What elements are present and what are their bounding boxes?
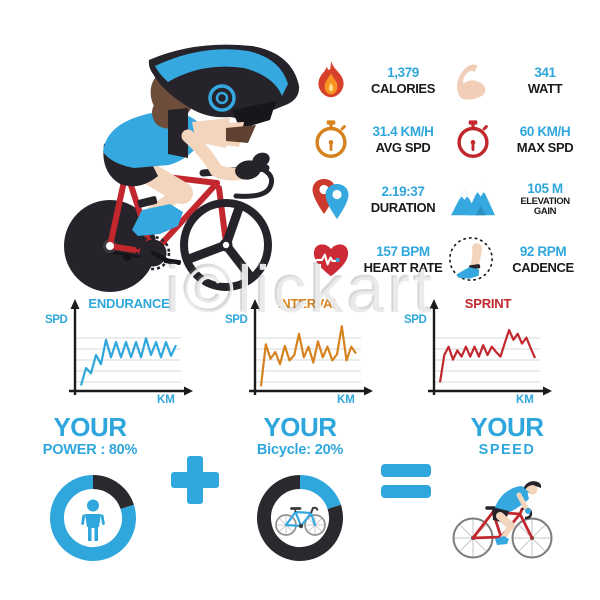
bicycle-subtitle: Bicycle: 20% [256, 442, 344, 458]
stat-label: CALORIES [371, 80, 435, 96]
stopwatch-orange-icon [306, 114, 356, 164]
chart-title: SPRINT [464, 296, 512, 311]
chart-sprint: SPD SPRINT KM [404, 294, 562, 412]
stat-watt: 341 WATT [448, 54, 592, 106]
stat-heart-rate: 157 BPM HEART RATE [306, 233, 450, 285]
stat-label: HEART RATE [363, 259, 443, 275]
bicycle-donut-chart [257, 475, 343, 561]
stat-value: 341 [534, 64, 556, 80]
chart-title: ENDURANCE [88, 296, 170, 311]
stat-label: AVG SPD [375, 139, 431, 155]
chart-x-axis-label: KM [337, 394, 355, 406]
leg-icon [446, 234, 496, 284]
chart-y-axis-label: SPD [45, 314, 68, 326]
stat-label: ELEVATION GAIN [520, 195, 570, 217]
hero-cyclist-illustration [64, 44, 300, 292]
heart-icon [306, 234, 356, 284]
bicycle-title: YOUR [263, 412, 337, 442]
plus-icon [171, 456, 219, 504]
stat-avg-spd: 31.4 KM/H AVG SPD [306, 113, 450, 165]
chart-x-axis-label: KM [516, 394, 534, 406]
chart-y-axis-label: SPD [225, 314, 248, 326]
chart-plot [249, 299, 373, 396]
person-icon [81, 499, 105, 541]
power-subtitle: POWER : 80% [42, 442, 138, 458]
speed-title: YOUR [470, 412, 544, 442]
flame-icon [306, 55, 356, 105]
stat-calories: 1,379 CALORIES [306, 54, 450, 106]
stat-value: 31.4 KM/H [372, 123, 434, 139]
map-pins-icon [306, 174, 356, 224]
speed-subtitle: SPEED [478, 442, 536, 458]
equals-icon [381, 464, 431, 498]
stat-value: 105 M [527, 180, 563, 196]
mountains-icon [448, 174, 498, 224]
stat-label: DURATION [370, 199, 436, 215]
stat-label: CADENCE [512, 259, 574, 275]
power-title: YOUR [53, 412, 127, 442]
stat-duration: 2.19:37 DURATION [306, 173, 450, 225]
power-donut-chart [50, 475, 136, 561]
stat-value: 1,379 [387, 64, 419, 80]
chart-title: INTERVAL [277, 296, 341, 311]
stat-elevation: 105 M ELEVATION GAIN [448, 173, 592, 225]
chart-plot [69, 299, 193, 396]
stopwatch-red-icon [448, 114, 498, 164]
chart-endurance: SPD ENDURANCE KM [45, 294, 203, 412]
stat-label: WATT [527, 80, 563, 96]
chart-x-axis-label: KM [157, 394, 175, 406]
bicycle-icon [275, 506, 326, 536]
stat-label: MAX SPD [516, 139, 574, 155]
stat-cadence: 92 RPM CADENCE [446, 233, 590, 285]
speed-cyclist-illustration [452, 481, 553, 559]
chart-y-axis-label: SPD [404, 314, 427, 326]
biceps-icon [448, 55, 498, 105]
chart-interval: SPD INTERVAL KM [225, 294, 383, 412]
stat-max-spd: 60 KM/H MAX SPD [448, 113, 592, 165]
stat-value: 60 KM/H [519, 123, 571, 139]
stat-value: 2.19:37 [381, 183, 425, 199]
chart-plot [428, 299, 552, 396]
stat-value: 157 BPM [376, 243, 430, 259]
stat-value: 92 RPM [519, 243, 567, 259]
